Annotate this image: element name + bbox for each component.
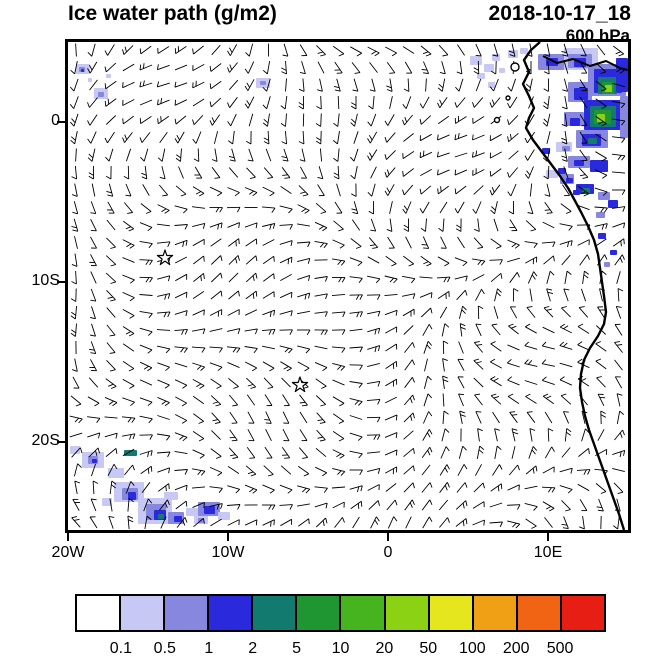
- ice-patch: [102, 498, 112, 506]
- colorbar-cell: [429, 596, 474, 630]
- ice-patch: [596, 212, 605, 218]
- plot-datetime: 2018-10-17_18: [488, 2, 631, 25]
- colorbar-cell: [561, 596, 604, 630]
- coastline-north-branch: [542, 55, 628, 71]
- ice-patch: [542, 148, 550, 154]
- x-tick-label-10e: 10E: [533, 544, 563, 561]
- ice-patch: [488, 82, 495, 88]
- x-tick-label-10w: 10W: [211, 544, 245, 561]
- colorbar-cell: [77, 596, 122, 630]
- ice-patch: [218, 512, 230, 520]
- colorbar-level-label: 200: [502, 640, 530, 657]
- ice-patch: [590, 160, 608, 172]
- colorbar-cell: [209, 596, 254, 630]
- storm-marker-icon: [291, 376, 309, 393]
- ice-patch: [499, 68, 505, 73]
- ice-patch: [588, 138, 597, 144]
- ice-patch: [598, 233, 606, 239]
- ice-patch: [70, 446, 80, 454]
- colorbar-level-label: 0.1: [109, 640, 133, 657]
- ice-patch: [174, 516, 182, 522]
- ice-patch: [98, 92, 104, 97]
- colorbar-level-label: 1: [204, 640, 214, 657]
- ice-patch: [604, 262, 610, 267]
- ice-patch: [92, 459, 97, 463]
- ice-patch: [108, 468, 124, 478]
- colorbar-labels: 0.1 0.5 1 2 5 10 20 50 100 200 500: [77, 640, 604, 660]
- y-tick-label-20s: 20S: [31, 432, 60, 449]
- colorbar: [75, 594, 606, 632]
- x-tick-label-20w: 20W: [51, 544, 85, 561]
- ice-patch: [260, 81, 266, 85]
- x-tick-mark: [227, 533, 229, 541]
- colorbar-level-label: 5: [292, 640, 302, 657]
- colorbar-cell: [297, 596, 342, 630]
- ice-patch: [608, 200, 618, 208]
- island: [505, 95, 511, 101]
- ice-patch: [477, 73, 485, 79]
- ice-patch: [616, 58, 628, 92]
- ice-patch: [562, 146, 570, 151]
- colorbar-cell: [517, 596, 562, 630]
- colorbar-cell: [473, 596, 518, 630]
- colorbar-level-label: 20: [375, 640, 394, 657]
- ice-patch: [158, 514, 164, 519]
- ice-patch: [582, 188, 590, 193]
- colorbar-level-label: 0.5: [153, 640, 176, 657]
- wind-barbs: [69, 43, 626, 530]
- ice-patch: [573, 190, 580, 195]
- ice-patch: [598, 192, 610, 200]
- colorbar-level-label: 100: [458, 640, 486, 657]
- x-tick-mark: [67, 533, 69, 541]
- colorbar-cell: [165, 596, 210, 630]
- island: [510, 62, 520, 72]
- y-tick-mark: [57, 441, 65, 443]
- colorbar-cell: [121, 596, 166, 630]
- ice-patch: [566, 178, 573, 183]
- ice-patch: [484, 64, 494, 72]
- colorbar-level-label: 500: [546, 640, 574, 657]
- ice-patch: [574, 160, 584, 166]
- plot-title: Ice water path (g/m2): [68, 2, 277, 25]
- x-tick-mark: [387, 533, 389, 541]
- y-tick-label-0: 0: [51, 112, 60, 129]
- colorbar-level-label: 2: [248, 640, 258, 657]
- ice-patch: [470, 56, 482, 65]
- island: [493, 116, 501, 124]
- ice-patch: [204, 506, 215, 514]
- ice-patch: [605, 85, 612, 92]
- ice-patch: [546, 170, 558, 178]
- ice-patch: [124, 450, 137, 456]
- ice-patch: [597, 114, 605, 122]
- map-frame: [65, 39, 631, 533]
- ice-patch: [128, 492, 136, 500]
- colorbar-level-label: 10: [331, 640, 350, 657]
- x-tick-mark: [547, 533, 549, 541]
- colorbar-level-label: 50: [419, 640, 438, 657]
- ice-patch: [106, 74, 111, 78]
- coastline: [521, 42, 626, 530]
- colorbar-cell: [385, 596, 430, 630]
- x-tick-label-0: 0: [383, 544, 393, 561]
- y-tick-mark: [57, 281, 65, 283]
- ice-patch: [610, 250, 617, 255]
- ice-patch: [520, 48, 528, 54]
- ice-patch: [620, 96, 628, 138]
- y-tick-label-10s: 10S: [31, 272, 60, 289]
- ice-patch: [570, 118, 580, 126]
- ice-patch: [88, 78, 92, 82]
- ice-patch: [164, 492, 178, 500]
- colorbar-cell: [253, 596, 298, 630]
- colorbar-cell: [341, 596, 386, 630]
- ice-patch: [81, 69, 84, 72]
- storm-marker-icon: [156, 249, 174, 266]
- y-tick-mark: [57, 121, 65, 123]
- map-canvas: [69, 42, 628, 530]
- ice-patch: [558, 168, 566, 174]
